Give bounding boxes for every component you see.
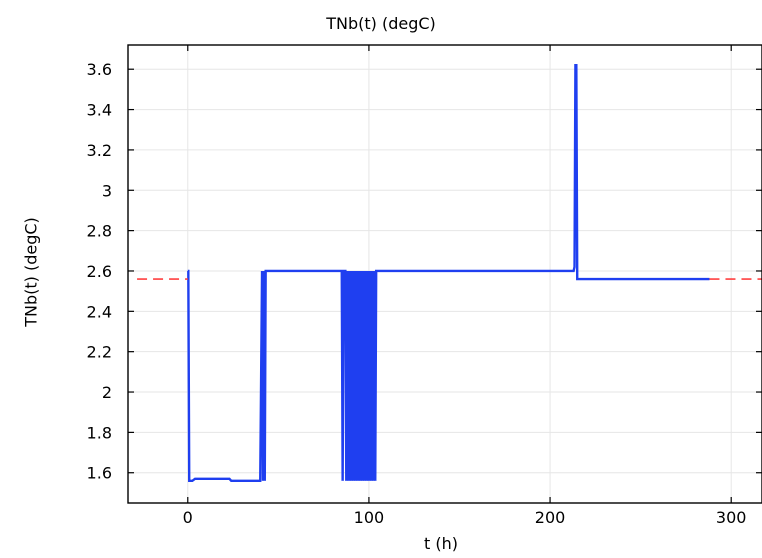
series-layer xyxy=(137,63,762,483)
y-tick-label: 3 xyxy=(102,181,112,200)
axis-ticks: 0 100 200 300 1.6 1.8 2 2.2 2.4 2.6 2.8 3 3.2 3.4 3.6 xyxy=(87,45,762,527)
y-tick-label: 1.8 xyxy=(87,423,112,442)
grid-lines xyxy=(128,45,762,503)
x-tick-label: 300 xyxy=(716,508,747,527)
series-line xyxy=(187,63,710,483)
y-tick-label: 2.2 xyxy=(87,343,112,362)
x-axis-label: t (h) xyxy=(424,534,458,553)
y-tick-label: 3.4 xyxy=(87,101,112,120)
y-tick-label: 1.6 xyxy=(87,464,112,483)
x-tick-label: 200 xyxy=(535,508,566,527)
y-tick-label: 2.8 xyxy=(87,222,112,241)
y-tick-label: 3.6 xyxy=(87,60,112,79)
x-tick-label: 100 xyxy=(354,508,385,527)
y-tick-label: 2.4 xyxy=(87,302,112,321)
x-tick-label: 0 xyxy=(183,508,193,527)
y-tick-label: 2.6 xyxy=(87,262,112,281)
y-tick-label: 2 xyxy=(102,383,112,402)
chart-title: TNb(t) (degC) xyxy=(326,14,436,33)
plot-frame xyxy=(127,44,762,504)
y-tick-label: 3.2 xyxy=(87,141,112,160)
